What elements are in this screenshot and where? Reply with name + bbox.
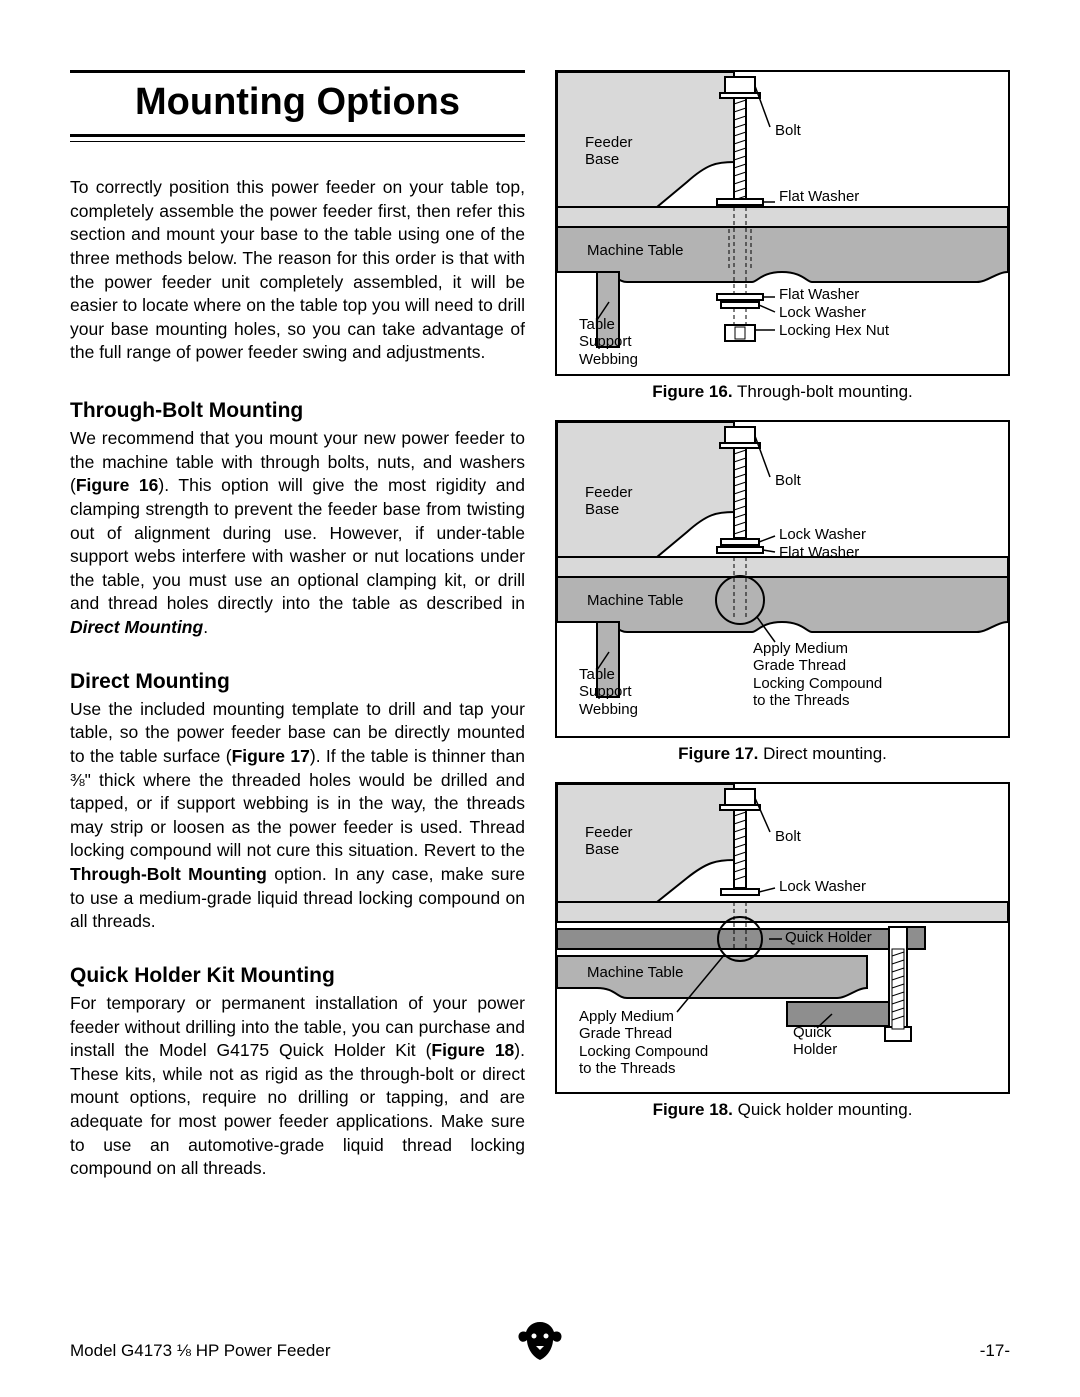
- figure-18-caption: Figure 18. Quick holder mounting.: [555, 1100, 1010, 1120]
- label-table-support-webbing: Table Support Webbing: [579, 666, 638, 718]
- label-lock-washer: Lock Washer: [779, 878, 866, 895]
- figure-ref: Figure 17: [232, 746, 310, 766]
- intro-paragraph: To correctly position this power feeder …: [70, 176, 525, 365]
- through-bolt-heading: Through-Bolt Mounting: [70, 399, 525, 423]
- direct-mounting-heading: Direct Mounting: [70, 670, 525, 694]
- label-machine-table: Machine Table: [587, 242, 683, 259]
- right-column: Feeder Base Bolt Flat Washer Machine Tab…: [555, 70, 1010, 1181]
- text: thick where the threaded holes would be …: [70, 770, 525, 861]
- cross-ref: Through-Bolt Mounting: [70, 864, 267, 884]
- label-flat-washer-top: Flat Washer: [779, 188, 859, 205]
- text: ). These kits, while not as rigid as the…: [70, 1040, 525, 1178]
- label-thread-note: Apply Medium Grade Thread Locking Compou…: [753, 640, 882, 709]
- label-feeder-base: Feeder Base: [585, 134, 633, 169]
- label-lock-washer: Lock Washer: [779, 304, 866, 321]
- footer-left: Model G4173 ⅛ HP Power Feeder: [70, 1341, 331, 1361]
- label-flat-washer: Flat Washer: [779, 544, 859, 561]
- caption-bold: Figure 16.: [652, 382, 732, 401]
- label-quick-holder-top: Quick Holder: [785, 929, 872, 946]
- quick-holder-body: For temporary or permanent installation …: [70, 992, 525, 1181]
- quick-holder-heading: Quick Holder Kit Mounting: [70, 964, 525, 988]
- cross-ref: Direct Mounting: [70, 617, 203, 637]
- figure-16-caption: Figure 16. Through-bolt mounting.: [555, 382, 1010, 402]
- text: ). This option will give the most rigidi…: [70, 475, 525, 613]
- caption-bold: Figure 17.: [678, 744, 758, 763]
- figure-16: Feeder Base Bolt Flat Washer Machine Tab…: [555, 70, 1010, 376]
- label-thread-note: Apply Medium Grade Thread Locking Compou…: [579, 1008, 708, 1077]
- label-feeder-base: Feeder Base: [585, 824, 633, 859]
- text: ). If the table is thinner than: [310, 746, 525, 766]
- page-title: Mounting Options: [70, 70, 525, 137]
- figure-17: Feeder Base Bolt Lock Washer Flat Washer…: [555, 420, 1010, 738]
- through-bolt-body: We recommend that you mount your new pow…: [70, 427, 525, 640]
- page-footer: Model G4173 ⅛ HP Power Feeder -17-: [70, 1341, 1010, 1361]
- label-machine-table: Machine Table: [587, 592, 683, 609]
- caption-bold: Figure 18.: [653, 1100, 733, 1119]
- figure-18: Feeder Base Bolt Lock Washer Quick Holde…: [555, 782, 1010, 1094]
- figure-ref: Figure 16: [76, 475, 159, 495]
- caption-text: Quick holder mounting.: [733, 1100, 913, 1119]
- left-column: Mounting Options To correctly position t…: [70, 70, 525, 1181]
- title-rule: [70, 141, 525, 142]
- footer-right: -17-: [980, 1341, 1010, 1361]
- text: .: [203, 617, 208, 637]
- label-lock-washer: Lock Washer: [779, 526, 866, 543]
- label-table-support-webbing: Table Support Webbing: [579, 316, 638, 368]
- label-bolt: Bolt: [775, 472, 801, 489]
- label-bolt: Bolt: [775, 828, 801, 845]
- bear-logo-icon: [513, 1316, 567, 1371]
- label-locking-hex-nut: Locking Hex Nut: [779, 322, 889, 339]
- label-flat-washer-bot: Flat Washer: [779, 286, 859, 303]
- direct-mounting-body: Use the included mounting template to dr…: [70, 698, 525, 934]
- fraction: ⅜": [70, 770, 91, 790]
- caption-text: Direct mounting.: [758, 744, 887, 763]
- label-feeder-base: Feeder Base: [585, 484, 633, 519]
- label-quick-holder-bot: Quick Holder: [793, 1024, 837, 1059]
- figure-ref: Figure 18: [431, 1040, 514, 1060]
- figure-17-caption: Figure 17. Direct mounting.: [555, 744, 1010, 764]
- caption-text: Through-bolt mounting.: [733, 382, 913, 401]
- label-bolt: Bolt: [775, 122, 801, 139]
- label-machine-table: Machine Table: [587, 964, 683, 981]
